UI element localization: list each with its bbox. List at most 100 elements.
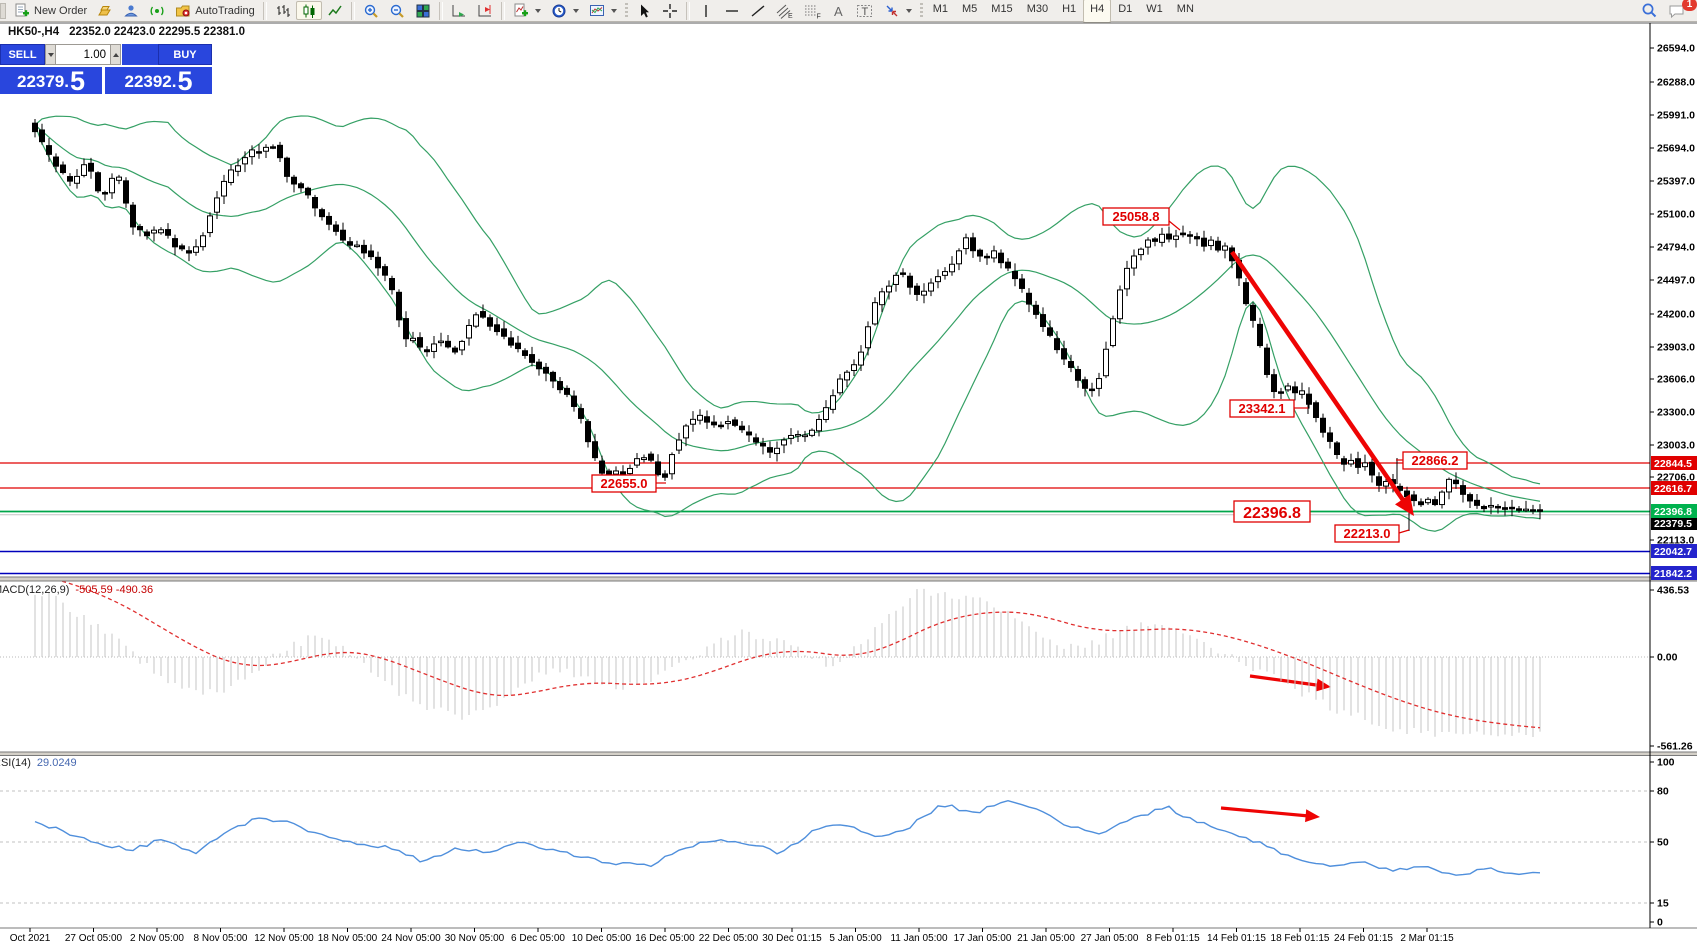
macd-tick-label: 436.53 [1657, 585, 1689, 597]
timeframe-button-M15[interactable]: M15 [991, 2, 1013, 15]
auto-scroll-button[interactable] [446, 1, 472, 20]
volume-input[interactable] [56, 44, 110, 65]
notifications-button[interactable]: 1 [1663, 0, 1697, 20]
crosshair-icon [662, 3, 678, 19]
candlestick-icon [301, 3, 317, 19]
candlestick-chart-button[interactable] [295, 1, 322, 20]
time-tick-label: 17 Jan 05:00 [954, 933, 1012, 944]
horizontal-line-button[interactable] [719, 1, 745, 20]
arrows-icon [884, 3, 900, 19]
accounts-button[interactable] [118, 1, 144, 20]
macd-signal-line [59, 581, 1541, 729]
price-label-text: 22396.8 [1243, 505, 1301, 522]
new-order-label: New Order [34, 4, 88, 17]
price-label-text: 25058.8 [1113, 209, 1160, 224]
equidistant-channel-button[interactable]: E [771, 1, 799, 20]
price-tick-label: 23903.0 [1657, 342, 1695, 354]
volume-decrease-button[interactable] [45, 44, 56, 65]
rsi-tick-label: 100 [1657, 757, 1675, 769]
templates-button[interactable] [584, 1, 622, 20]
rsi-tick-label: 80 [1657, 786, 1669, 798]
timeframe-button-H4[interactable]: H4 [1083, 0, 1112, 23]
timeframe-button-H1[interactable]: H1 [1062, 2, 1077, 15]
timeframe-button-D1[interactable]: D1 [1118, 2, 1133, 15]
cursor-icon [636, 3, 652, 19]
time-tick-label: 8 Nov 05:00 [194, 933, 248, 944]
chart-shift-icon [477, 3, 493, 19]
toolbar-separator [262, 1, 267, 20]
toolbar-grip [624, 2, 628, 19]
arrows-tool-button[interactable] [879, 1, 917, 20]
bar-chart-button[interactable] [270, 1, 296, 20]
line-chart-button[interactable] [322, 1, 348, 20]
search-button[interactable] [1636, 1, 1663, 20]
tile-windows-button[interactable] [410, 1, 436, 20]
autotrading-icon [175, 3, 191, 19]
price-label-box [591, 474, 657, 493]
text-label-button[interactable]: T [851, 1, 879, 20]
crosshair-button[interactable] [657, 1, 683, 20]
ask-price[interactable]: 22392. 5 [105, 67, 212, 95]
cursor-button[interactable] [631, 1, 657, 20]
signal-button[interactable] [144, 1, 170, 20]
rsi-panel [0, 790, 1650, 904]
zoom-out-button[interactable] [384, 1, 410, 20]
search-icon [1641, 2, 1658, 19]
time-tick-label: 18 Nov 05:00 [318, 933, 378, 944]
rsi-line [34, 799, 1541, 876]
chevron-down-icon [610, 8, 617, 13]
timeframe-button-M1[interactable]: M1 [932, 2, 948, 15]
price-axis: 26594.0 26288.0 25991.0 25694.0 25397.0 25100… [1650, 43, 1697, 929]
timeframe-button-MN[interactable]: MN [1176, 2, 1194, 15]
timeframe-button-M30[interactable]: M30 [1026, 2, 1049, 15]
bid-price[interactable]: 22379. 5 [0, 67, 102, 95]
text-icon: A [832, 3, 846, 19]
price-badge-label: 22616.7 [1654, 483, 1692, 495]
line-chart-icon [327, 3, 343, 19]
gold-button[interactable] [92, 1, 118, 20]
buy-button[interactable]: BUY [158, 44, 212, 65]
fibonacci-button[interactable]: F [799, 1, 827, 20]
timeframe-button-W1[interactable]: W1 [1146, 2, 1163, 15]
time-tick-label: 27 Oct 05:00 [65, 933, 123, 944]
price-label-box [1334, 524, 1400, 543]
toolbar-separator [350, 1, 355, 20]
ohlc-values: 22352.0 22423.0 22295.5 22381.0 [69, 26, 246, 38]
autotrading-button[interactable]: AutoTrading [170, 1, 260, 20]
price-badge [1651, 544, 1697, 558]
macd-tick-label: -561.26 [1657, 741, 1693, 753]
zoom-in-button[interactable] [358, 1, 384, 20]
timeframe-button-M5[interactable]: M5 [962, 2, 978, 15]
gold-icon [97, 3, 113, 19]
zoom-out-icon [389, 3, 405, 19]
macd-panel [0, 581, 1650, 738]
one-click-trading-panel: SELL BUY 22379.5 22392.5 [0, 44, 212, 95]
price-tick-label: 23300.0 [1657, 407, 1695, 419]
horizontal-line-icon [724, 3, 740, 19]
periods-button[interactable] [546, 1, 584, 20]
trendline-button[interactable] [745, 1, 771, 20]
price-label-text: 22866.2 [1412, 453, 1459, 468]
new-order-button[interactable]: New Order [9, 1, 92, 20]
text-button[interactable]: A [827, 1, 851, 20]
price-tick-label: 23606.0 [1657, 374, 1695, 386]
clipped-toolbar-icon [0, 2, 6, 19]
chart-shift-button[interactable] [472, 1, 498, 20]
sell-button[interactable]: SELL [0, 44, 45, 65]
panel-filler [122, 44, 158, 65]
price-badge-label: 22844.5 [1654, 458, 1692, 470]
indicators-button[interactable] [508, 1, 546, 20]
timeframe-group: M1 M5 M15 M30 H1 H4 D1 W1 MN [926, 0, 1201, 23]
price-tick-label: 24794.0 [1657, 242, 1695, 254]
vertical-line-button[interactable] [693, 1, 719, 20]
price-badge-label: 22396.8 [1654, 506, 1692, 518]
price-label-text: 22655.0 [601, 476, 648, 491]
time-tick-label: 12 Nov 05:00 [254, 933, 314, 944]
price-badge [1651, 481, 1697, 495]
rsi-tick-label: 0 [1657, 917, 1663, 929]
volume-increase-button[interactable] [110, 44, 121, 65]
time-tick-label: 30 Dec 01:15 [762, 933, 822, 944]
price-label-box [1402, 451, 1468, 470]
price-badge-label: 22042.7 [1654, 546, 1692, 558]
